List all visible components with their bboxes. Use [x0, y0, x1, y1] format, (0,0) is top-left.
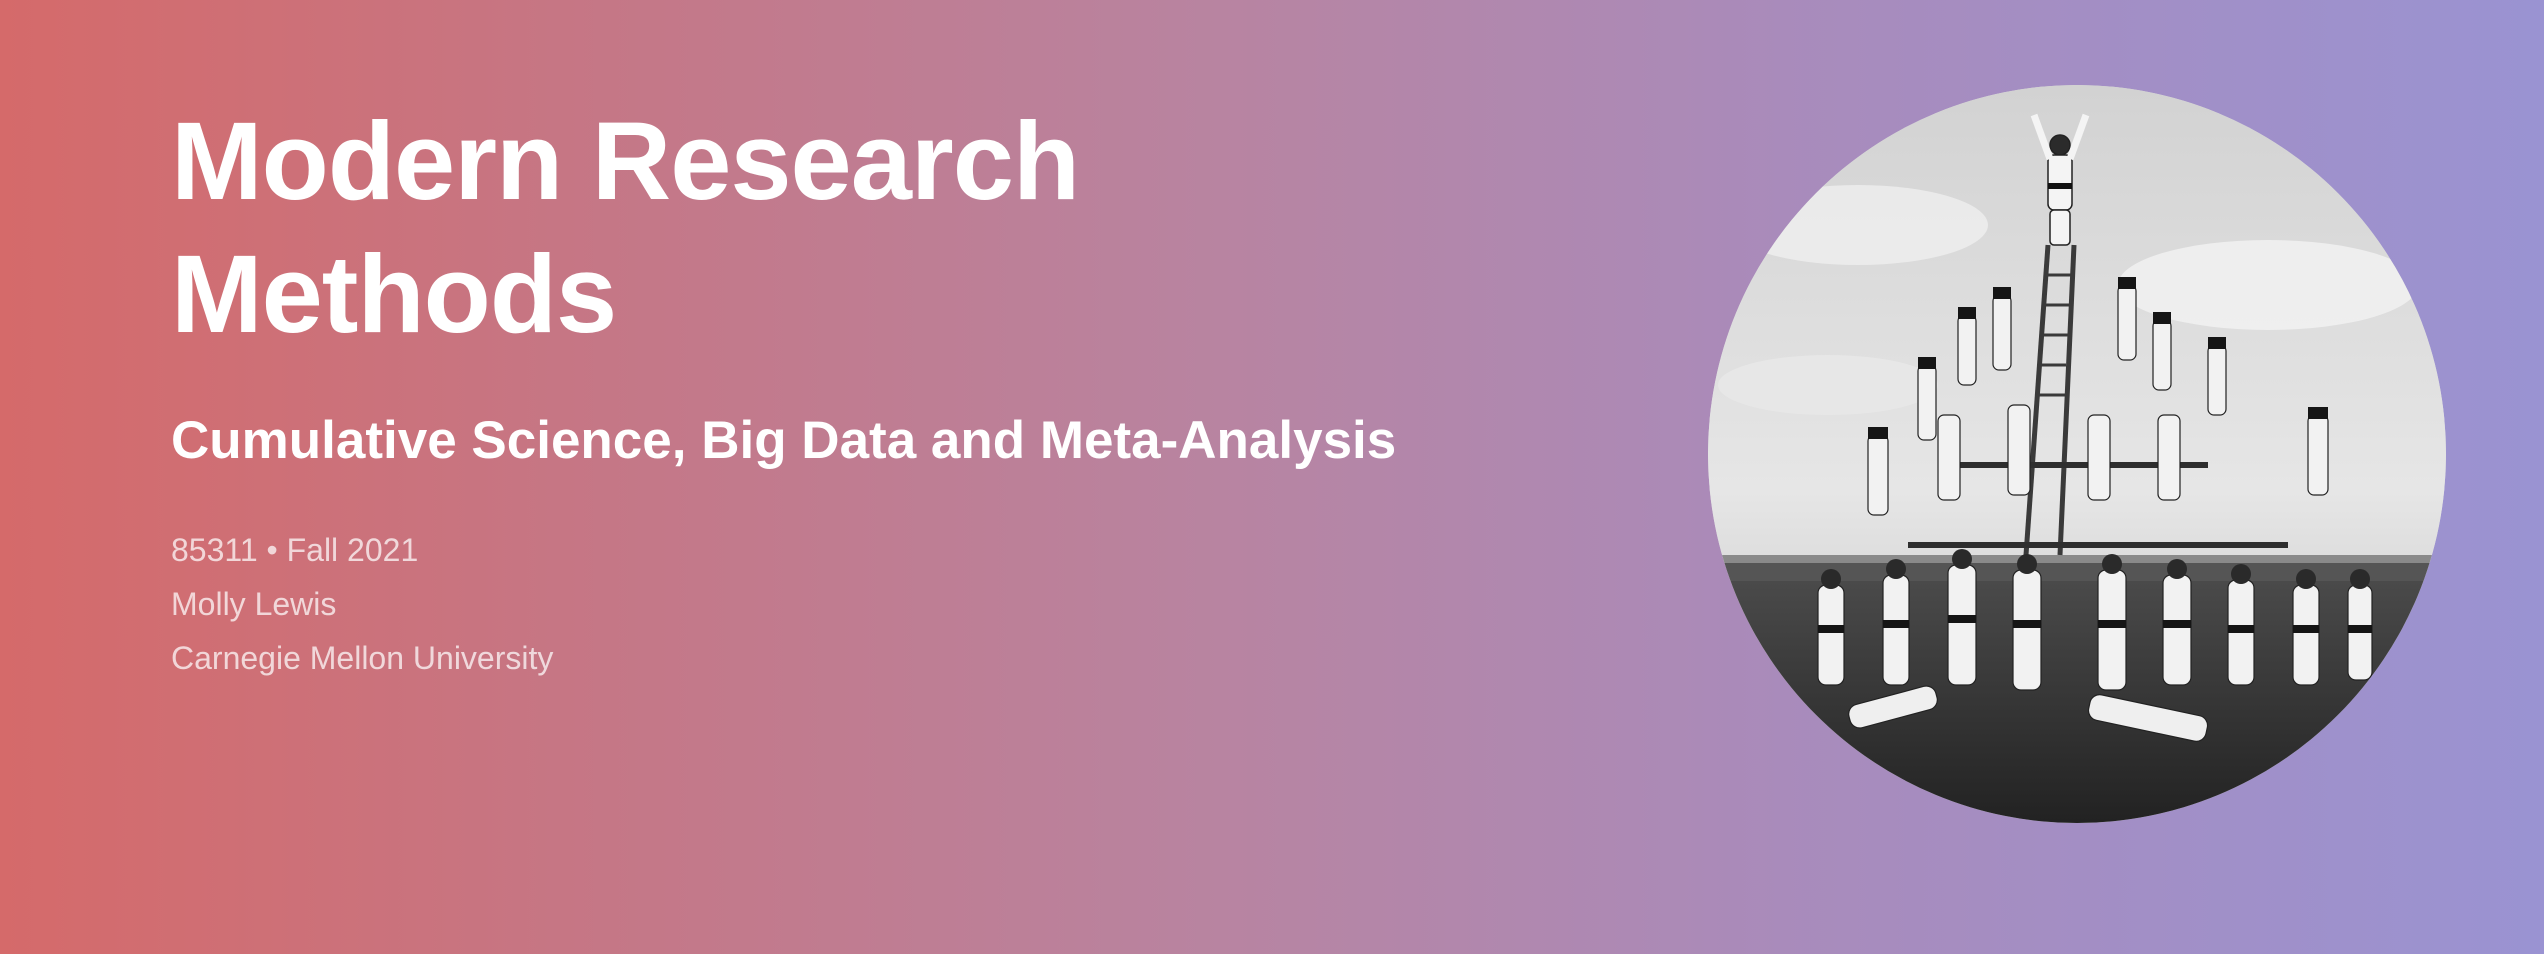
course-meta: 85311 • Fall 2021 Molly Lewis Carnegie M…: [171, 523, 1621, 685]
page-subtitle: Cumulative Science, Big Data and Meta-An…: [171, 411, 1397, 470]
institution-name: Carnegie Mellon University: [171, 640, 554, 676]
page-title: Modern Research Methods: [171, 95, 1621, 361]
hero-photo: [1708, 85, 2446, 823]
course-header: Modern Research Methods Cumulative Scien…: [171, 95, 1621, 685]
title-line-2: Methods: [171, 233, 617, 356]
course-code-term: 85311 • Fall 2021: [171, 532, 419, 568]
title-line-1: Modern Research: [171, 100, 1080, 223]
gymnast-pyramid-image: [1708, 85, 2446, 823]
instructor-name: Molly Lewis: [171, 586, 337, 622]
